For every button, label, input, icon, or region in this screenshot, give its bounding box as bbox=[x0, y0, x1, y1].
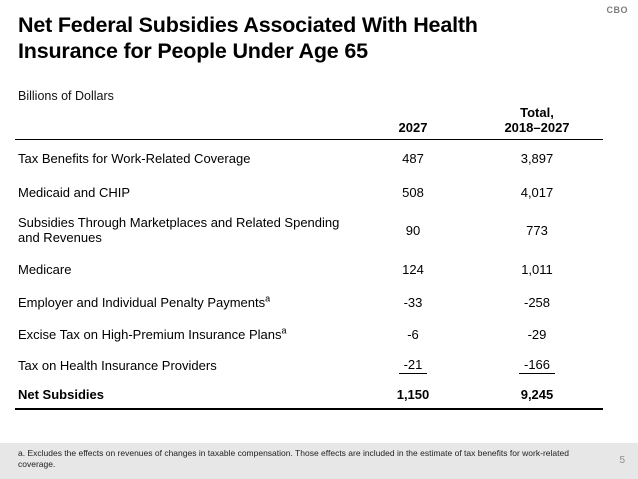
row-value-2027: -21 bbox=[355, 357, 451, 374]
row-value-2027: 1,150 bbox=[396, 387, 430, 402]
page-title: Net Federal Subsidies Associated With He… bbox=[18, 12, 598, 64]
row-value-total: 3,897 bbox=[520, 150, 554, 166]
page-title-line1: Net Federal Subsidies Associated With He… bbox=[18, 13, 478, 37]
table-row: Tax Benefits for Work-Related Coverage 4… bbox=[15, 140, 603, 176]
row-label: Employer and Individual Penalty Payments… bbox=[15, 293, 355, 310]
row-value-2027: 90 bbox=[405, 222, 421, 238]
row-value-total: -29 bbox=[527, 326, 547, 342]
table-row-net-subsidies: Net Subsidies 1,150 9,245 bbox=[15, 381, 603, 408]
table-row: Tax on Health Insurance Providers -21 -1… bbox=[15, 350, 603, 381]
table-row: Excise Tax on High-Premium Insurance Pla… bbox=[15, 318, 603, 350]
row-label-text: Excise Tax on High-Premium Insurance Pla… bbox=[18, 326, 282, 342]
cbo-logo: CBO bbox=[606, 5, 628, 15]
table-row: Medicaid and CHIP 508 4,017 bbox=[15, 176, 603, 208]
row-value-total: -166 bbox=[451, 357, 603, 374]
row-label-text: Employer and Individual Penalty Payments bbox=[18, 294, 266, 310]
underlined-value: -21 bbox=[398, 357, 428, 374]
row-value-total: -258 bbox=[523, 294, 551, 310]
row-value-2027: 508 bbox=[402, 184, 424, 200]
row-value-2027: 124 bbox=[402, 261, 424, 277]
footnote-marker: a bbox=[281, 325, 287, 336]
table-row: Employer and Individual Penalty Payments… bbox=[15, 286, 603, 318]
table-row: Subsidies Through Marketplaces and Relat… bbox=[15, 208, 603, 252]
row-value-2027: -6 bbox=[407, 326, 419, 342]
row-value-total: 4,017 bbox=[520, 184, 554, 200]
row-label: Excise Tax on High-Premium Insurance Pla… bbox=[15, 325, 355, 342]
subsidies-table: 2027 Total, 2018–2027 Tax Benefits for W… bbox=[15, 99, 603, 410]
page-title-line2: Insurance for People Under Age 65 bbox=[18, 39, 368, 63]
header-total-line2: 2018–2027 bbox=[504, 120, 570, 135]
row-label: Medicare bbox=[18, 261, 72, 277]
underlined-value: -166 bbox=[518, 357, 556, 374]
footnote-marker: a bbox=[265, 293, 271, 304]
row-label: Net Subsidies bbox=[18, 387, 104, 402]
table-header-row: 2027 Total, 2018–2027 bbox=[15, 99, 603, 140]
row-label: Tax Benefits for Work-Related Coverage bbox=[18, 150, 251, 166]
footer-band: a. Excludes the effects on revenues of c… bbox=[0, 443, 638, 479]
row-value-total: 9,245 bbox=[520, 387, 554, 402]
page-number: 5 bbox=[619, 455, 625, 466]
footnote-text: a. Excludes the effects on revenues of c… bbox=[18, 448, 569, 469]
row-label: Subsidies Through Marketplaces and Relat… bbox=[18, 215, 340, 245]
row-label: Medicaid and CHIP bbox=[18, 184, 130, 200]
units-label: Billions of Dollars bbox=[18, 89, 114, 103]
row-value-total: 1,011 bbox=[521, 261, 553, 277]
row-value-2027: 487 bbox=[402, 150, 424, 166]
header-year-2027: 2027 bbox=[398, 120, 428, 135]
row-value-2027: -33 bbox=[403, 294, 423, 310]
row-value-total: 773 bbox=[526, 222, 548, 238]
row-label: Tax on Health Insurance Providers bbox=[18, 358, 217, 373]
header-total-line1: Total, bbox=[520, 105, 554, 120]
table-row: Medicare 124 1,011 bbox=[15, 252, 603, 286]
header-total: Total, 2018–2027 bbox=[451, 105, 603, 139]
